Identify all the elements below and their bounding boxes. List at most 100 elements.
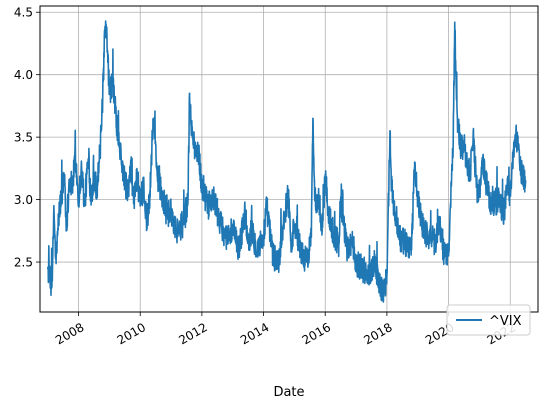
data-point	[315, 205, 317, 207]
data-point	[455, 86, 458, 88]
x-tick-label: 2018	[361, 320, 394, 347]
data-point	[124, 180, 126, 182]
data-point	[305, 261, 308, 263]
legend-label: ^VIX	[489, 314, 522, 329]
data-point	[373, 261, 376, 263]
data-point	[238, 248, 240, 251]
data-point	[339, 198, 342, 201]
data-point	[60, 192, 63, 195]
data-point	[404, 242, 407, 245]
data-point	[107, 61, 109, 63]
data-point	[93, 180, 95, 182]
data-point	[512, 148, 515, 151]
data-point	[100, 123, 103, 126]
x-tick-label: 2010	[115, 320, 148, 347]
series-layer	[46, 20, 527, 303]
data-point	[352, 242, 354, 245]
data-point	[167, 217, 169, 220]
data-point	[416, 198, 419, 201]
data-point	[105, 26, 108, 29]
data-point	[56, 248, 58, 251]
data-point	[182, 223, 185, 226]
data-point	[423, 230, 425, 232]
data-point	[460, 148, 462, 151]
data-point	[188, 92, 191, 95]
grid-layer	[40, 6, 538, 312]
data-point	[466, 161, 468, 163]
y-tick-label: 3.5	[14, 131, 33, 145]
data-point	[120, 161, 123, 163]
data-point	[312, 117, 314, 120]
data-point	[435, 242, 438, 245]
data-point	[54, 255, 57, 257]
data-point	[53, 205, 55, 207]
data-point	[176, 230, 179, 232]
data-point	[490, 205, 493, 207]
data-point	[108, 92, 111, 95]
data-point	[333, 236, 336, 238]
x-tick-label: 2014	[238, 320, 271, 347]
data-point	[361, 267, 364, 270]
data-point	[102, 80, 105, 82]
data-point	[231, 230, 234, 232]
data-point	[96, 186, 98, 188]
x-tick-label: 2016	[300, 320, 333, 347]
data-point	[170, 211, 172, 213]
legend-box	[446, 304, 531, 336]
data-point	[111, 80, 114, 82]
data-point	[114, 111, 117, 113]
data-point	[99, 148, 101, 151]
data-point	[142, 186, 145, 188]
y-tick-label: 2.5	[14, 256, 33, 270]
data-point	[278, 261, 280, 263]
data-point	[156, 173, 158, 176]
y-tick-label: 3.0	[14, 193, 33, 207]
data-point	[293, 223, 296, 226]
data-point	[429, 236, 431, 238]
data-point	[390, 186, 393, 188]
data-point	[161, 192, 163, 195]
data-point	[87, 161, 89, 163]
y-axis: 2.5 3.0 3.5 4.0 4.5	[14, 6, 40, 270]
data-point	[338, 242, 340, 245]
data-point	[49, 283, 52, 286]
data-point	[103, 36, 106, 39]
data-point	[313, 180, 316, 182]
data-point	[398, 236, 401, 238]
data-point	[393, 211, 396, 213]
data-point	[287, 192, 290, 195]
data-point	[139, 205, 142, 207]
data-point	[469, 173, 471, 176]
data-point	[386, 273, 388, 276]
data-point	[515, 136, 518, 138]
data-point	[151, 130, 154, 132]
data-point	[74, 155, 77, 157]
data-point	[145, 217, 148, 220]
data-point	[191, 136, 194, 138]
data-point	[327, 211, 330, 213]
data-point	[463, 142, 465, 145]
data-point	[438, 217, 441, 220]
data-point	[410, 248, 413, 251]
data-point	[389, 130, 391, 132]
x-tick-label: 2008	[53, 320, 86, 347]
data-point	[153, 123, 155, 126]
data-point	[281, 230, 283, 232]
data-point	[83, 205, 86, 207]
plot-frame	[39, 5, 539, 313]
data-point	[503, 211, 505, 213]
data-point	[71, 186, 74, 188]
data-point	[63, 173, 66, 176]
data-point	[452, 142, 455, 145]
data-point	[262, 236, 265, 238]
data-point	[478, 192, 481, 195]
data-point	[250, 230, 253, 232]
data-point	[213, 198, 216, 201]
data-point	[127, 192, 129, 195]
data-point	[117, 142, 120, 145]
data-point	[51, 279, 54, 282]
data-point	[65, 230, 68, 232]
data-point	[68, 180, 71, 182]
legend: ^VIX	[446, 304, 531, 336]
